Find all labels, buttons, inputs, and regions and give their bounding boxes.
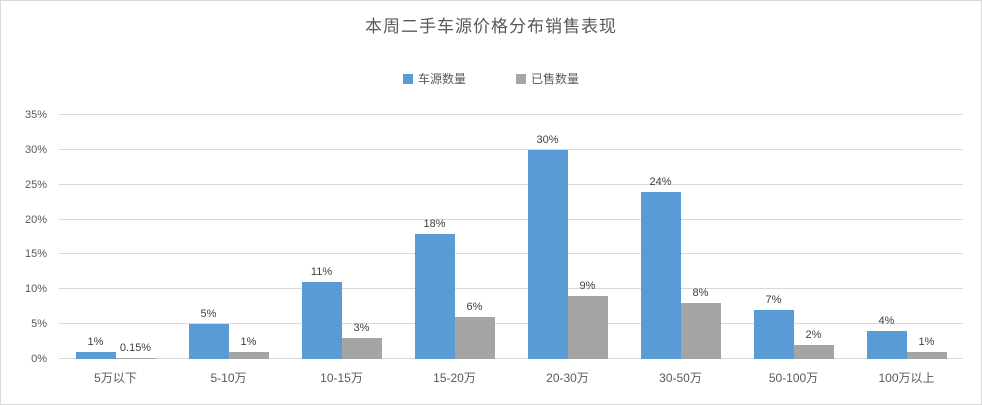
legend-item-sold: 已售数量 bbox=[516, 70, 579, 87]
bar-column-source: 24% bbox=[640, 115, 681, 359]
x-axis-line bbox=[59, 358, 963, 359]
bar-sold-5 bbox=[680, 303, 721, 359]
bar-column-sold: 3% bbox=[341, 115, 382, 359]
category-group-2: 11% 3% 10-15万 bbox=[285, 115, 398, 385]
y-tick-label: 25% bbox=[24, 178, 47, 191]
bar-sold-1 bbox=[228, 352, 269, 359]
bar-column-source: 5% bbox=[188, 115, 229, 359]
gridline bbox=[59, 288, 963, 290]
bar-value-label: 1% bbox=[918, 336, 935, 349]
x-category-label: 30-50万 bbox=[659, 371, 702, 385]
bar-column-source: 11% bbox=[301, 115, 342, 359]
gridline bbox=[59, 148, 963, 150]
category-group-5: 24% 8% 30-50万 bbox=[624, 115, 737, 385]
bar-value-label: 0.15% bbox=[119, 341, 152, 354]
gridline bbox=[59, 323, 963, 325]
gridline bbox=[59, 253, 963, 255]
y-tick-label: 20% bbox=[24, 213, 47, 226]
x-category-label: 5万以下 bbox=[94, 371, 137, 385]
legend-label-sold: 已售数量 bbox=[531, 72, 580, 86]
bar-source-1 bbox=[188, 324, 229, 359]
bar-column-sold: 9% bbox=[567, 115, 608, 359]
category-group-4: 30% 9% 20-30万 bbox=[511, 115, 624, 385]
bar-column-source: 30% bbox=[527, 115, 568, 359]
gridline bbox=[59, 218, 963, 220]
bar-value-label: 4% bbox=[878, 315, 895, 328]
bar-source-4 bbox=[527, 149, 568, 359]
bar-value-label: 24% bbox=[649, 175, 672, 188]
category-group-6: 7% 2% 50-100万 bbox=[737, 115, 850, 385]
bar-value-label: 2% bbox=[805, 329, 822, 342]
bar-value-label: 9% bbox=[579, 280, 596, 293]
bar-source-2 bbox=[301, 282, 342, 359]
category-group-3: 18% 6% 15-20万 bbox=[398, 115, 511, 385]
category-group-7: 4% 1% 100万以上 bbox=[850, 115, 963, 385]
bar-sold-7 bbox=[906, 352, 947, 359]
bar-value-label: 1% bbox=[240, 336, 257, 349]
bar-value-label: 5% bbox=[200, 308, 217, 321]
y-tick-label: 30% bbox=[24, 143, 47, 156]
category-group-0: 1% 0.15% 5万以下 bbox=[59, 115, 172, 385]
y-tick-label: 0% bbox=[31, 353, 47, 365]
x-category-label: 10-15万 bbox=[320, 371, 363, 385]
bar-value-label: 3% bbox=[353, 322, 370, 335]
bar-column-sold: 0.15% bbox=[115, 115, 156, 359]
bar-sold-6 bbox=[793, 345, 834, 359]
bar-source-0 bbox=[75, 352, 116, 359]
y-tick-label: 15% bbox=[24, 248, 47, 261]
legend-swatch-source-icon bbox=[402, 73, 413, 84]
legend-swatch-sold-icon bbox=[516, 73, 526, 84]
bar-sold-4 bbox=[567, 296, 608, 359]
x-category-label: 50-100万 bbox=[768, 371, 819, 385]
x-category-label: 100万以上 bbox=[878, 371, 935, 385]
bar-value-label: 6% bbox=[466, 301, 483, 314]
bar-column-source: 18% bbox=[414, 115, 455, 359]
bar-column-sold: 6% bbox=[454, 115, 495, 359]
chart-title: 本周二手车源价格分布销售表现 bbox=[365, 17, 617, 36]
y-tick-label: 5% bbox=[31, 318, 47, 331]
plot-area: 1% 0.15% 5万以下 5% 1% 5-10万 11% 3% 10-15万 18% 6% 15-2… bbox=[59, 114, 963, 385]
bar-value-label: 7% bbox=[765, 294, 782, 307]
bar-column-source: 7% bbox=[753, 115, 794, 359]
bar-column-source: 1% bbox=[75, 115, 116, 359]
bar-column-sold: 1% bbox=[228, 115, 269, 359]
bar-source-6 bbox=[753, 310, 794, 359]
gridline bbox=[59, 114, 963, 115]
bar-column-sold: 1% bbox=[906, 115, 947, 359]
y-tick-label: 35% bbox=[24, 109, 47, 121]
bar-value-label: 8% bbox=[692, 287, 709, 300]
x-category-label: 15-20万 bbox=[433, 371, 476, 385]
bar-column-sold: 2% bbox=[793, 115, 834, 359]
bar-source-3 bbox=[414, 233, 455, 359]
x-category-label: 20-30万 bbox=[546, 371, 589, 385]
bar-source-5 bbox=[640, 191, 681, 359]
bar-column-sold: 8% bbox=[680, 115, 721, 359]
bar-source-7 bbox=[866, 331, 907, 359]
chart-legend: 车源数量 已售数量 bbox=[1, 70, 981, 87]
bar-value-label: 11% bbox=[310, 266, 333, 279]
bar-sold-2 bbox=[341, 338, 382, 359]
bar-value-label: 18% bbox=[423, 217, 446, 230]
bar-sold-3 bbox=[454, 317, 495, 359]
bar-sold-0 bbox=[115, 357, 156, 359]
bar-value-label: 1% bbox=[87, 336, 104, 349]
y-axis: 0% 5% 10% 15% 20% 25% 30% 35% bbox=[1, 109, 47, 365]
category-group-1: 5% 1% 5-10万 bbox=[172, 115, 285, 385]
gridline bbox=[59, 183, 963, 185]
bar-value-label: 30% bbox=[536, 133, 559, 146]
legend-item-source: 车源数量 bbox=[402, 70, 466, 87]
x-category-label: 5-10万 bbox=[210, 371, 247, 385]
legend-label-source: 车源数量 bbox=[417, 72, 466, 86]
y-tick-label: 10% bbox=[24, 283, 47, 296]
bar-column-source: 4% bbox=[866, 115, 907, 359]
